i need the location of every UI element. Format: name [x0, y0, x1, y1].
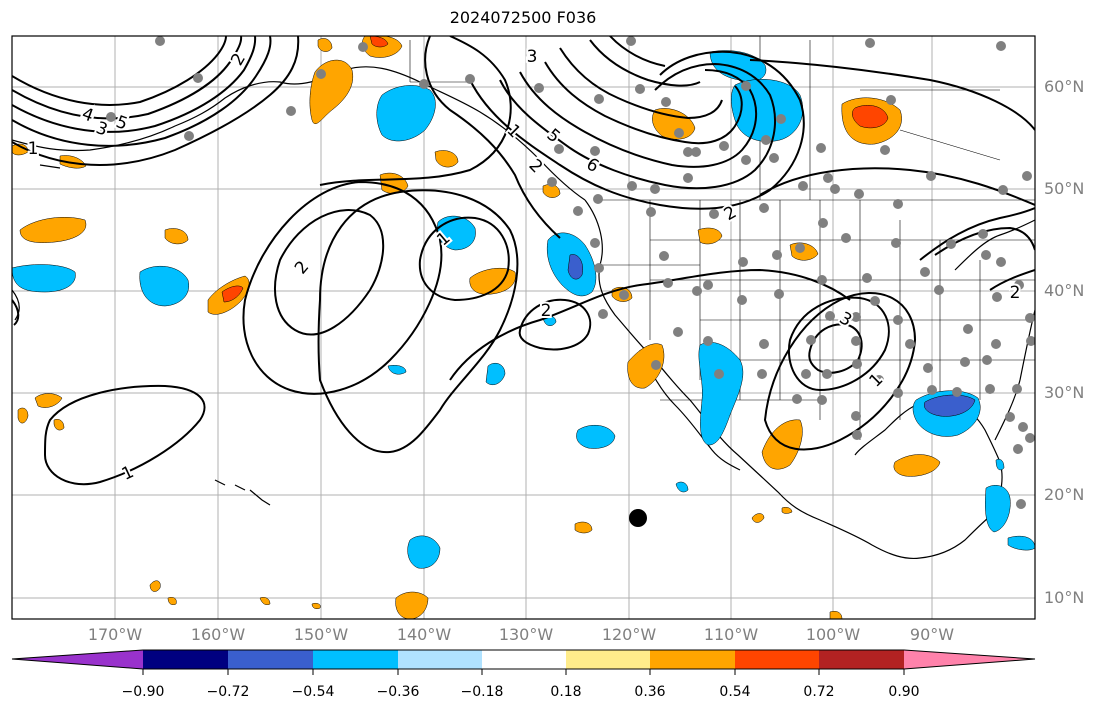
colorbar-segment [650, 650, 735, 669]
lon-label-160w: 160°W [190, 625, 246, 644]
colorbar-segment [566, 650, 650, 669]
lat-label-10n: 10°N [1044, 588, 1085, 607]
colorbar-tick-label: −0.72 [206, 684, 250, 700]
lat-label-50n: 50°N [1044, 179, 1085, 198]
colorbar-tick-label: 0.90 [888, 684, 920, 700]
contour-label: 2 [1010, 283, 1021, 303]
lon-label-90w: 90°W [909, 625, 955, 644]
colorbar-under-arrow [12, 650, 143, 669]
positive-anomaly-regions [12, 36, 941, 619]
contour-label: 1 [28, 139, 39, 159]
lat-label-20n: 20°N [1044, 485, 1085, 504]
colorbar-segment [313, 650, 398, 669]
colorbar-tick-label: −0.90 [121, 684, 165, 700]
lon-label-110w: 110°W [703, 625, 759, 644]
lon-label-140w: 140°W [396, 625, 452, 644]
colorbar-segment [143, 650, 228, 669]
storm-center-marker [629, 509, 647, 527]
lat-label-60n: 60°N [1044, 77, 1085, 96]
contour-lines [12, 36, 1035, 486]
colorbar-segment [228, 650, 313, 669]
lon-label-130w: 130°W [498, 625, 554, 644]
colorbar-tick-label: 0.36 [634, 684, 666, 700]
colorbar-tick-label: 0.18 [550, 684, 582, 700]
colorbar-segment [398, 650, 482, 669]
colorbar [11, 649, 1036, 675]
negative-anomaly-regions [12, 50, 1035, 569]
gridlines [12, 36, 1035, 619]
colorbar-tick-label: −0.54 [291, 684, 335, 700]
colorbar-tick-label: 0.72 [803, 684, 835, 700]
colorbar-tick-label: −0.18 [460, 684, 504, 700]
lat-label-40n: 40°N [1044, 281, 1085, 300]
colorbar-tick-label: 0.54 [719, 684, 751, 700]
lon-label-150w: 150°W [293, 625, 349, 644]
map-title: 2024072500 F036 [449, 8, 597, 27]
station-markers [106, 36, 1035, 509]
lon-label-170w: 170°W [87, 625, 143, 644]
colorbar-tick-label: −0.36 [376, 684, 420, 700]
colorbar-over-arrow [904, 650, 1035, 669]
colorbar-segment [819, 650, 904, 669]
contour-label: 2 [541, 301, 552, 321]
colorbar-segment [735, 650, 819, 669]
colorbar-segment [482, 650, 566, 669]
lon-label-100w: 100°W [805, 625, 861, 644]
lat-label-30n: 30°N [1044, 383, 1085, 402]
contour-label: 3 [527, 47, 538, 67]
lon-label-120w: 120°W [601, 625, 657, 644]
